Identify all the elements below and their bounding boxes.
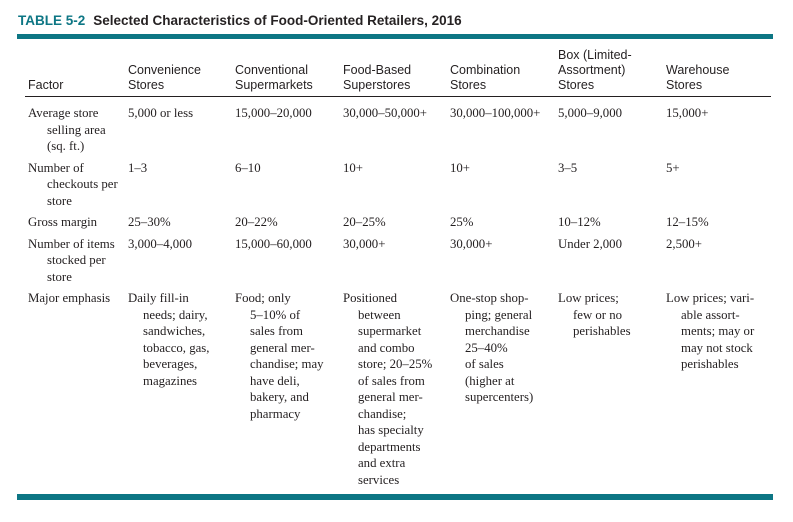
column-header-food-based-superstores: Food-Based Superstores xyxy=(343,39,450,97)
factor-cell: Major emphasis xyxy=(28,291,111,305)
value-cell: 10+ xyxy=(343,160,364,175)
value-cell: 10–12% xyxy=(558,215,601,229)
table-row-selling-area: Average store selling area (sq. ft.) 5,0… xyxy=(25,97,771,155)
bottom-divider-rule xyxy=(17,494,773,500)
value-cell: 5,000–9,000 xyxy=(558,106,622,120)
factor-cell: Average store selling area (sq. ft.) xyxy=(28,106,106,153)
table-title-text: Selected Characteristics of Food-Oriente… xyxy=(93,13,462,28)
value-cell: 15,000+ xyxy=(666,106,709,120)
value-cell: 30,000–50,000+ xyxy=(343,106,427,120)
top-divider-rule xyxy=(17,34,773,39)
value-cell: Food; only 5–10% of sales from general m… xyxy=(235,291,324,421)
column-header-convenience-stores: Convenience Stores xyxy=(128,39,235,97)
table-number-label: TABLE 5-2 xyxy=(18,13,86,28)
value-cell: 3–5 xyxy=(558,160,578,175)
column-header-box-stores: Box (Limited- Assortment) Stores xyxy=(558,39,666,97)
value-cell: 3,000–4,000 xyxy=(128,236,192,251)
value-cell: 20–25% xyxy=(343,215,386,229)
factor-cell: Number of checkouts per store xyxy=(28,160,118,208)
value-cell: 30,000+ xyxy=(343,236,386,251)
value-cell: Daily fill-in needs; dairy, sandwiches, … xyxy=(128,291,210,388)
factor-cell: Number of items stocked per store xyxy=(28,236,115,284)
column-header-factor: Factor xyxy=(25,39,128,97)
value-cell: 10+ xyxy=(450,160,471,175)
value-cell: One-stop shop- ping; general merchandise… xyxy=(450,291,534,404)
value-cell: 30,000+ xyxy=(450,236,493,251)
header-row: Factor Convenience Stores Conventional S… xyxy=(25,39,771,97)
value-cell: 5+ xyxy=(666,160,680,175)
value-cell: 12–15% xyxy=(666,215,709,229)
value-cell: Low prices; vari- able assort- ments; ma… xyxy=(666,291,755,371)
value-cell: 20–22% xyxy=(235,215,278,229)
column-header-conventional-supermarkets: Conventional Supermarkets xyxy=(235,39,343,97)
table-row-gross-margin: Gross margin 25–30% 20–22% 20–25% 25% 10… xyxy=(25,209,771,231)
value-cell: Positioned between supermarket and combo… xyxy=(343,291,433,487)
retailer-characteristics-table: Factor Convenience Stores Conventional S… xyxy=(25,39,771,488)
column-header-combination-stores: Combination Stores xyxy=(450,39,558,97)
factor-cell: Gross margin xyxy=(28,215,98,229)
value-cell: 15,000–20,000 xyxy=(235,106,312,120)
value-cell: Under 2,000 xyxy=(558,236,622,251)
value-cell: Low prices; few or no perishables xyxy=(558,291,631,338)
value-cell: 30,000–100,000+ xyxy=(450,106,541,120)
table-title: TABLE 5-2 Selected Characteristics of Foo… xyxy=(18,13,793,28)
value-cell: 25–30% xyxy=(128,215,171,229)
value-cell: 15,000–60,000 xyxy=(235,236,312,251)
table-row-items-stocked: Number of items stocked per store 3,000–… xyxy=(25,231,771,286)
value-cell: 2,500+ xyxy=(666,236,703,251)
value-cell: 6–10 xyxy=(235,160,261,175)
document-page: TABLE 5-2 Selected Characteristics of Foo… xyxy=(0,13,793,522)
table-row-checkouts: Number of checkouts per store 1–3 6–10 1… xyxy=(25,155,771,210)
value-cell: 25% xyxy=(450,215,474,229)
value-cell: 5,000 or less xyxy=(128,106,194,120)
column-header-warehouse-stores: Warehouse Stores xyxy=(666,39,771,97)
table-row-major-emphasis: Major emphasis Daily fill-in needs; dair… xyxy=(25,285,771,488)
value-cell: 1–3 xyxy=(128,160,148,175)
